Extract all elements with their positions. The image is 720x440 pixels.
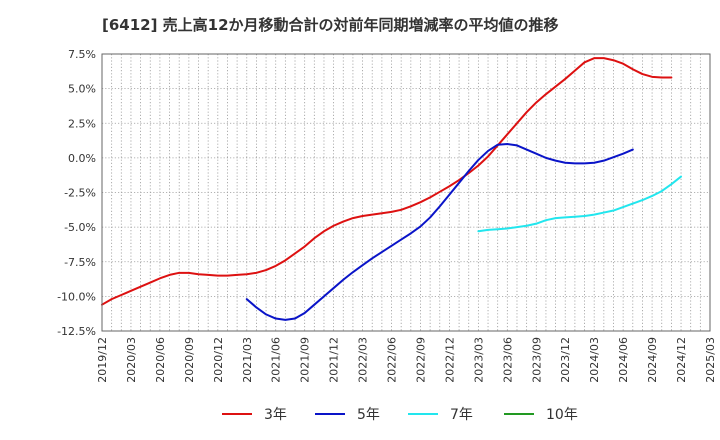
x-tick-label: 2025/03 <box>704 337 717 383</box>
series-line-3 <box>477 175 683 233</box>
x-tick-label: 2022/03 <box>357 337 370 383</box>
y-tick-label: 0.0% <box>68 152 96 165</box>
x-tick-label: 2022/12 <box>443 337 456 383</box>
x-tick-label: 2024/09 <box>646 337 659 383</box>
axis-layer: 7.5% 5.0% 2.5% 0.0% -2.5% -5.0% -7.5% -10.0% -12… <box>57 48 717 383</box>
y-tick-label: -7.5% <box>64 256 96 269</box>
y-tick-label: -2.5% <box>64 187 96 200</box>
y-tick-label: -5.0% <box>64 221 96 234</box>
series-layer <box>101 57 683 321</box>
x-tick-label: 2023/12 <box>559 337 572 383</box>
x-tick-label: 2020/03 <box>125 337 138 383</box>
y-tick-label: -10.0% <box>57 290 96 303</box>
y-tick-label: 7.5% <box>68 48 96 61</box>
x-tick-label: 2023/03 <box>472 337 485 383</box>
y-tick-label: -12.5% <box>57 325 96 338</box>
x-tick-label: 2020/09 <box>183 337 196 383</box>
x-tick-label: 2020/06 <box>154 337 167 383</box>
x-tick-label: 2022/09 <box>414 337 427 383</box>
series-line-1 <box>101 57 673 306</box>
x-tick-label: 2023/09 <box>530 337 543 383</box>
grid-layer <box>101 53 711 332</box>
legend-layer: 3年 5年 7年 10年 <box>222 407 578 423</box>
x-tick-label: 2024/12 <box>675 337 688 383</box>
x-tick-label: 2022/06 <box>386 337 399 383</box>
x-tick-label: 2021/03 <box>241 337 254 383</box>
legend-label-2: 5年 <box>357 407 380 423</box>
y-tick-label: 5.0% <box>68 83 96 96</box>
series-line-2 <box>245 143 634 321</box>
chart-title: [6412] 売上高12か月移動合計の対前年同期増減率の平均値の推移 <box>102 16 559 34</box>
x-tick-label: 2020/12 <box>212 337 225 383</box>
x-tick-label: 2021/12 <box>328 337 341 383</box>
x-tick-label: 2024/06 <box>617 337 630 383</box>
legend-label-1: 3年 <box>264 407 287 423</box>
x-tick-label: 2021/09 <box>299 337 312 383</box>
x-tick-label: 2021/06 <box>270 337 283 383</box>
legend-label-3: 7年 <box>450 407 473 423</box>
x-tick-label: 2023/06 <box>501 337 514 383</box>
x-tick-label: 2024/03 <box>588 337 601 383</box>
legend-label-4: 10年 <box>546 407 578 423</box>
y-tick-label: 2.5% <box>68 117 96 130</box>
plot-frame <box>101 53 711 332</box>
x-tick-label: 2019/12 <box>96 337 109 383</box>
